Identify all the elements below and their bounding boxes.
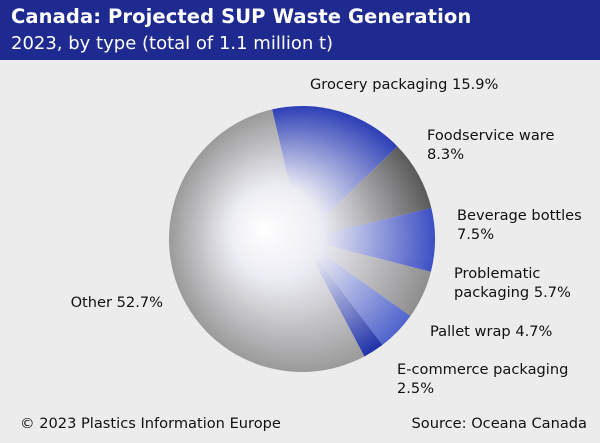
copyright-text: © 2023 Plastics Information Europe (20, 415, 281, 432)
slice-label-foodservice-ware: Foodservice ware 8.3% (427, 127, 554, 163)
slice-label-grocery-packaging: Grocery packaging 15.9% (310, 76, 499, 93)
source-text: Source: Oceana Canada (411, 415, 587, 432)
chart-title: Canada: Projected SUP Waste Generation (11, 5, 472, 28)
slice-label-beverage-bottles: Beverage bottles 7.5% (457, 207, 582, 243)
slice-label-other: Other 52.7% (71, 294, 164, 311)
pie-slice-grocery-packaging (272, 105, 398, 239)
slice-labels: Grocery packaging 15.9% Foodservice ware 8… (71, 76, 582, 397)
pie-slice-pallet-wrap (302, 239, 411, 345)
slice-label-pallet-wrap: Pallet wrap 4.7% (430, 323, 553, 340)
header-banner: Canada: Projected SUP Waste Generation 2… (0, 0, 600, 60)
pie-slice-e-commerce-packaging (302, 239, 383, 357)
pie-slice-beverage-bottles (302, 208, 436, 272)
pie-slice-other (169, 109, 365, 372)
pie-slices (169, 105, 436, 372)
slice-label-problematic-packaging: Problematic packaging 5.7% (454, 265, 571, 301)
slice-label-e-commerce-packaging: E-commerce packaging 2.5% (397, 361, 568, 397)
chart-subtitle: 2023, by type (total of 1.1 million t) (11, 33, 334, 54)
pie-slice-problematic-packaging (302, 239, 431, 316)
pie-slice-foodservice-ware (302, 146, 432, 239)
